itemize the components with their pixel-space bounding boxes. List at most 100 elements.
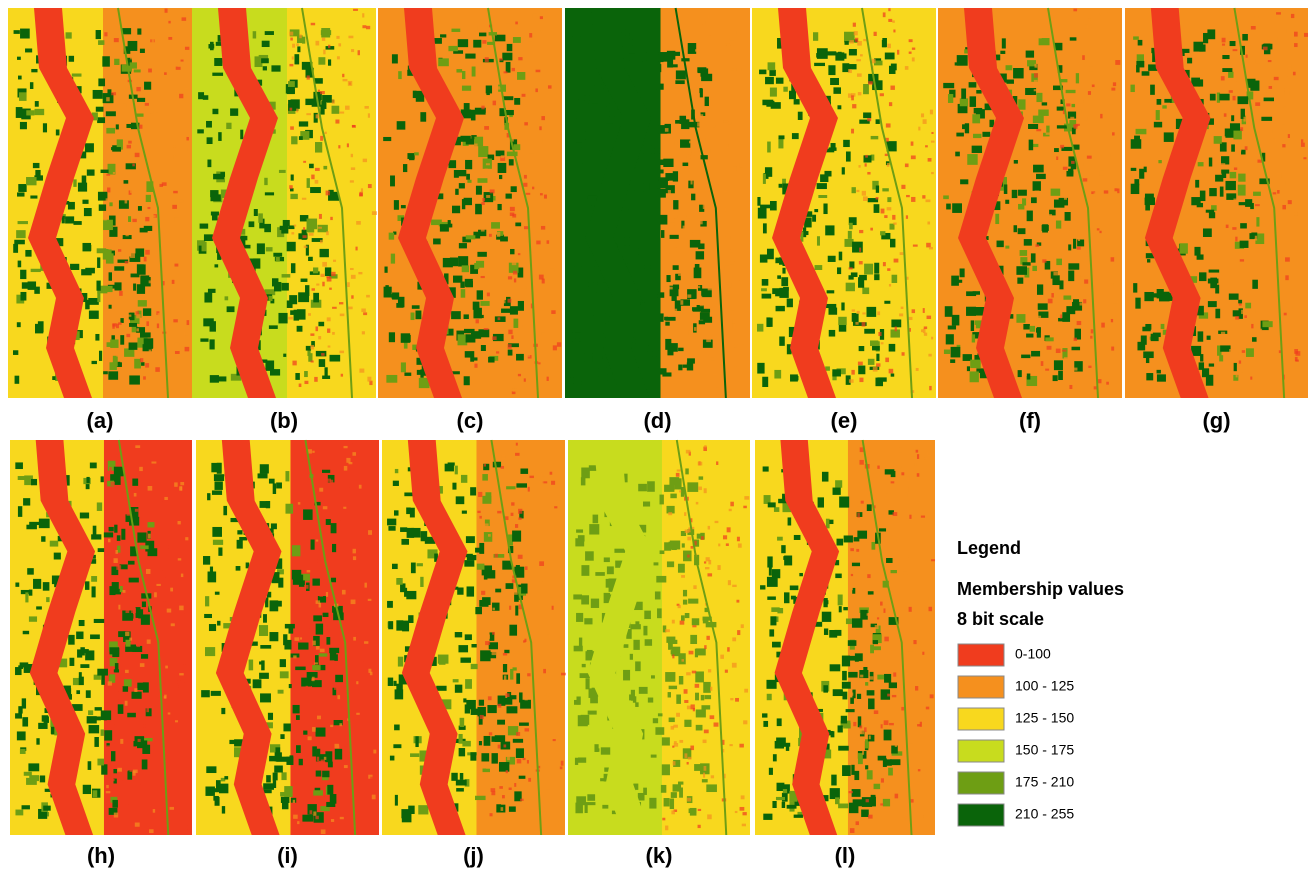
speckle xyxy=(687,272,691,276)
speckle xyxy=(151,780,155,785)
speckle xyxy=(323,506,328,509)
legend-label: 125 - 150 xyxy=(1015,710,1074,726)
speckle xyxy=(889,369,894,374)
speckle xyxy=(545,220,549,223)
vegetation xyxy=(584,353,593,362)
legend-scale: 8 bit scale xyxy=(957,609,1044,629)
speckle xyxy=(162,182,167,186)
speckle xyxy=(174,683,179,687)
vegetation xyxy=(1068,271,1074,282)
vegetation xyxy=(249,221,255,227)
vegetation xyxy=(839,252,843,261)
vegetation xyxy=(828,256,836,262)
vegetation xyxy=(323,613,329,617)
speckle xyxy=(175,351,180,354)
speckle xyxy=(289,32,293,36)
vegetation xyxy=(310,187,321,193)
speckle xyxy=(1088,366,1091,368)
vegetation xyxy=(883,799,890,807)
speckle xyxy=(478,583,482,585)
speckle xyxy=(1291,14,1294,18)
vegetation xyxy=(1240,223,1247,228)
speckle xyxy=(1269,147,1272,151)
speckle xyxy=(181,574,183,577)
speckle xyxy=(1281,124,1285,128)
speckle xyxy=(706,636,709,640)
vegetation xyxy=(656,64,661,72)
speckle xyxy=(176,92,179,97)
vegetation xyxy=(85,581,89,590)
vegetation xyxy=(79,677,84,685)
speckle xyxy=(1118,37,1121,41)
speckle xyxy=(711,775,714,778)
speckle xyxy=(350,180,354,182)
speckle xyxy=(178,62,181,67)
speckle xyxy=(892,665,895,667)
speckle xyxy=(1071,212,1073,217)
speckle xyxy=(336,519,340,521)
speckle xyxy=(1109,104,1113,106)
vegetation xyxy=(645,639,652,646)
vegetation xyxy=(835,797,840,804)
legend-swatch xyxy=(958,804,1004,826)
speckle xyxy=(906,519,909,522)
speckle xyxy=(1035,227,1040,230)
vegetation xyxy=(970,96,976,107)
vegetation xyxy=(410,753,419,757)
vegetation xyxy=(769,768,773,775)
speckle xyxy=(339,723,342,726)
speckle xyxy=(320,240,323,243)
vegetation xyxy=(952,315,960,326)
speckle xyxy=(111,482,115,486)
vegetation xyxy=(208,44,214,48)
vegetation xyxy=(576,696,580,704)
vegetation xyxy=(761,288,767,291)
vegetation xyxy=(1145,324,1151,330)
vegetation xyxy=(651,284,658,294)
speckle xyxy=(361,308,365,312)
speckle xyxy=(352,510,356,515)
vegetation xyxy=(30,195,37,198)
vegetation xyxy=(313,615,322,621)
speckle xyxy=(359,485,362,489)
vegetation xyxy=(1209,363,1214,366)
vegetation xyxy=(263,66,267,70)
speckle xyxy=(187,320,190,325)
vegetation xyxy=(280,671,289,678)
vegetation xyxy=(323,166,327,170)
vegetation xyxy=(285,471,289,481)
vegetation xyxy=(73,221,81,225)
speckle xyxy=(362,25,366,28)
panel-label: (c) xyxy=(457,408,484,433)
speckle xyxy=(676,185,679,188)
vegetation xyxy=(401,333,410,343)
vegetation xyxy=(131,274,140,278)
vegetation xyxy=(1032,266,1037,271)
vegetation xyxy=(951,276,959,286)
vegetation xyxy=(313,790,323,795)
speckle xyxy=(725,670,728,673)
speckle xyxy=(484,328,489,330)
vegetation xyxy=(15,667,22,675)
speckle xyxy=(1287,65,1291,69)
vegetation xyxy=(109,527,114,531)
vegetation xyxy=(867,690,875,695)
vegetation xyxy=(892,275,898,283)
speckle xyxy=(1079,163,1084,166)
speckle xyxy=(527,673,530,676)
map-panel xyxy=(568,440,750,835)
speckle xyxy=(1084,279,1088,283)
vegetation xyxy=(263,614,267,623)
vegetation xyxy=(1142,71,1150,75)
speckle xyxy=(136,328,139,331)
speckle xyxy=(903,746,906,751)
vegetation xyxy=(118,631,125,637)
speckle xyxy=(869,735,871,739)
vegetation xyxy=(774,507,779,512)
speckle xyxy=(1108,153,1110,158)
vegetation xyxy=(889,682,897,688)
vegetation xyxy=(852,187,856,193)
vegetation xyxy=(207,493,210,500)
speckle xyxy=(1285,275,1288,280)
speckle xyxy=(550,269,555,272)
